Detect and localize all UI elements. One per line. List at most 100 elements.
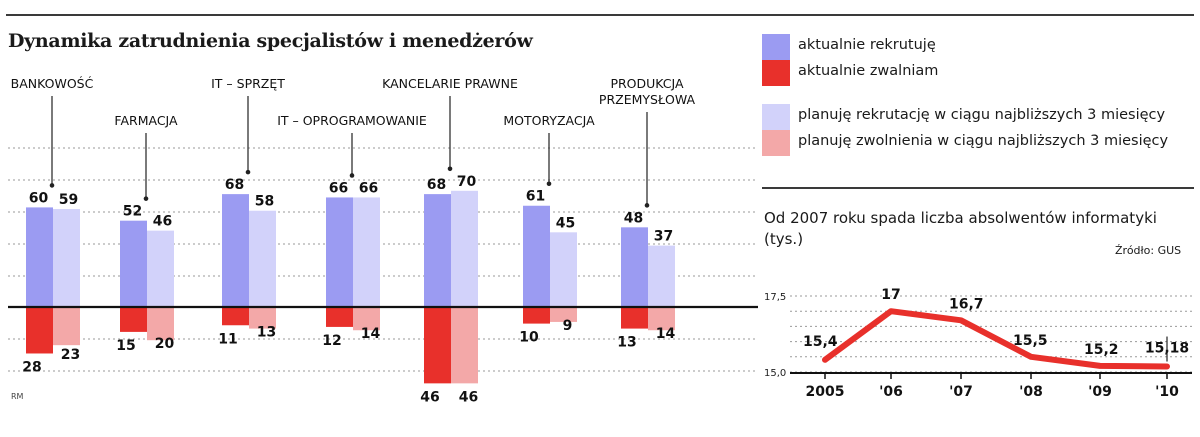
leader-dot (49, 183, 55, 188)
value-label-planned-hiring: 45 (556, 215, 575, 231)
legend-item-planned-layoffs: planuję zwolnienia w ciągu najbliższych … (762, 130, 1200, 156)
bar-current-hiring (424, 194, 451, 307)
value-label: 17 (881, 287, 900, 303)
value-label-current-hiring: 68 (427, 177, 446, 193)
value-label-planned-hiring: 66 (359, 180, 378, 196)
bar-current-layoffs (326, 307, 353, 327)
x-tick-label: 2005 (806, 384, 845, 400)
value-label-planned-layoffs: 9 (563, 318, 573, 334)
leader-dot (143, 196, 149, 201)
right-rule (762, 187, 1194, 189)
bar-planned-layoffs (648, 307, 675, 331)
bar-planned-layoffs (147, 307, 174, 341)
credit-note: RM (11, 392, 24, 401)
category-label: MOTORYZACJA (503, 113, 595, 128)
bar-current-layoffs (26, 307, 53, 354)
legend-item-current-hiring: aktualnie rekrutuję (762, 34, 1200, 60)
bar-current-layoffs (222, 307, 249, 326)
bar-current-hiring (222, 194, 249, 307)
bar-current-hiring (621, 227, 648, 307)
value-label-current-hiring: 48 (624, 210, 643, 226)
bar-planned-hiring (353, 197, 380, 307)
value-label: 15,5 (1013, 333, 1048, 349)
leader-dot (546, 181, 552, 187)
y-tick-label: 15,0 (764, 368, 786, 379)
value-label-current-layoffs: 28 (22, 359, 41, 375)
bar-chart: 60 59 28 23 BANKOWOŚĆ 52 46 15 20 FARMACJA 68 58 11 1… (8, 76, 758, 405)
bar-planned-hiring (53, 209, 80, 307)
legend-label-planned-hiring: planuję rekrutację w ciągu najbliższych … (798, 107, 1166, 123)
value-label-planned-hiring: 46 (153, 214, 172, 230)
value-label: 16,7 (949, 296, 984, 312)
value-label-current-hiring: 66 (329, 180, 348, 196)
bar-current-hiring (120, 220, 147, 307)
value-label-planned-layoffs: 20 (155, 336, 175, 352)
x-tick-label: '06 (879, 384, 903, 400)
bar-planned-hiring (147, 230, 174, 307)
category-label: IT – OPROGRAMOWANIE (277, 113, 427, 128)
category-label: KANCELARIE PRAWNE (382, 76, 518, 91)
value-label-planned-hiring: 59 (59, 192, 78, 208)
leader-dot (447, 166, 453, 172)
value-label: 15,4 (803, 334, 838, 350)
category-label: PRODUKCJA (610, 76, 684, 91)
bar-planned-hiring (648, 245, 675, 307)
value-label-current-layoffs: 46 (420, 389, 439, 405)
value-label-current-hiring: 60 (29, 190, 49, 206)
value-label-current-hiring: 52 (123, 204, 142, 220)
line-chart-title: Od 2007 roku spada liczba absolwentów in… (764, 209, 1157, 248)
bar-current-hiring (523, 205, 550, 307)
y-tick-label: 17,5 (764, 292, 786, 303)
legend-swatch-current-layoffs (762, 60, 790, 86)
value-label-planned-layoffs: 46 (459, 389, 478, 405)
category-label: BANKOWOŚĆ (11, 76, 94, 91)
bar-current-layoffs (424, 307, 451, 384)
value-label-planned-hiring: 58 (255, 194, 274, 210)
value-label-current-hiring: 68 (225, 177, 244, 193)
legend-item-current-layoffs: aktualnie zwalniam (762, 60, 1200, 86)
value-label-current-layoffs: 15 (116, 338, 135, 354)
source-note: Źródło: GUS (1115, 244, 1182, 257)
value-label-current-layoffs: 11 (218, 331, 237, 347)
bar-planned-hiring (451, 190, 478, 307)
value-label-planned-layoffs: 14 (656, 326, 676, 342)
bar-planned-layoffs (249, 307, 276, 329)
value-label-current-layoffs: 10 (519, 330, 539, 346)
bar-current-layoffs (621, 307, 648, 329)
bar-current-layoffs (523, 307, 550, 324)
value-label-planned-layoffs: 14 (361, 326, 381, 342)
category-label: PRZEMYSŁOWA (599, 92, 696, 107)
chart-title: Dynamika zatrudnienia specjalistów i men… (8, 30, 533, 52)
legend-label-planned-layoffs: planuję zwolnienia w ciągu najbliższych … (798, 133, 1169, 149)
bar-planned-hiring (550, 232, 577, 307)
series-line (822, 308, 1170, 370)
value-label-current-layoffs: 13 (617, 335, 636, 351)
bar-current-layoffs (120, 307, 147, 332)
category-label: IT – SPRZĘT (211, 76, 285, 91)
x-tick-label: '07 (949, 384, 973, 400)
legend-swatch-current-hiring (762, 34, 790, 60)
bar-planned-layoffs (353, 307, 380, 331)
legend-swatch-planned-layoffs (762, 130, 790, 156)
legend-label-current-hiring: aktualnie rekrutuję (798, 37, 936, 53)
value-label-planned-layoffs: 23 (61, 347, 80, 363)
value-label-planned-hiring: 70 (457, 174, 477, 190)
x-tick-label: '09 (1088, 384, 1112, 400)
value-label: 15,2 (1084, 342, 1119, 358)
bar-planned-layoffs (53, 307, 80, 346)
bar-planned-layoffs (451, 307, 478, 384)
bar-planned-hiring (249, 210, 276, 307)
bar-current-hiring (26, 207, 53, 307)
leader-dot (245, 169, 251, 175)
legend-item-planned-hiring: planuję rekrutację w ciągu najbliższych … (762, 104, 1200, 130)
x-tick-label: '08 (1019, 384, 1043, 400)
top-rule (6, 14, 1194, 16)
x-tick-label: '10 (1155, 384, 1179, 400)
value-label-planned-hiring: 37 (654, 229, 673, 245)
leader-dot (349, 173, 355, 178)
leader-dot (644, 203, 650, 208)
legend-swatch-planned-hiring (762, 104, 790, 130)
bar-current-hiring (326, 197, 353, 307)
value-label-current-layoffs: 12 (322, 333, 341, 349)
